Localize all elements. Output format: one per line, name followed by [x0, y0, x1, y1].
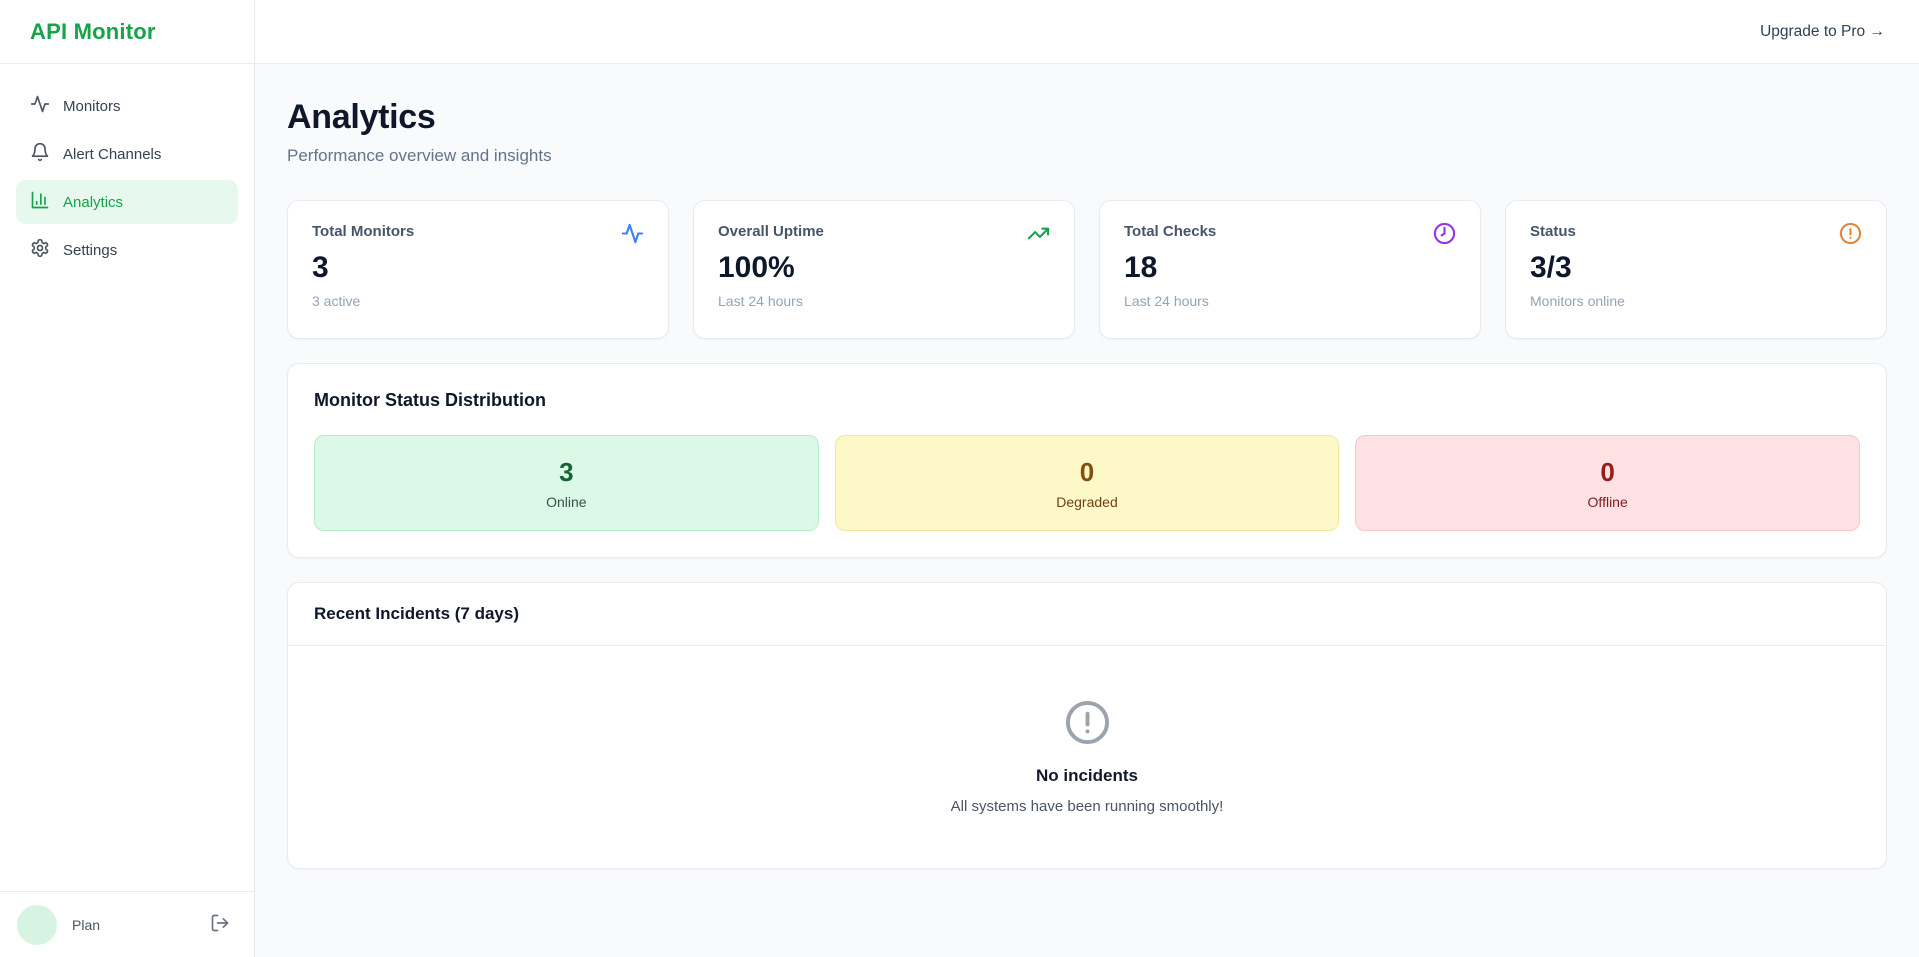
stat-sub: Last 24 hours — [1124, 293, 1209, 309]
sidebar-nav: Monitors Alert Channels Analytics Settin… — [0, 64, 254, 272]
stat-label: Total Monitors — [312, 223, 415, 240]
sidebar-item-alert-channels[interactable]: Alert Channels — [16, 132, 238, 176]
activity-icon — [621, 222, 644, 250]
stat-sub: 3 active — [312, 293, 361, 309]
stat-value: 3/3 — [1530, 251, 1572, 284]
stat-card-total-checks: Total Checks 18 Last 24 hours — [1099, 200, 1481, 339]
status-box-online: 3 Online — [314, 435, 819, 531]
stat-sub: Monitors online — [1530, 293, 1625, 309]
incidents-header: Recent Incidents (7 days) — [288, 583, 1886, 646]
offline-count: 0 — [1600, 456, 1615, 487]
trending-up-icon — [1027, 222, 1050, 250]
sidebar-footer: Plan — [0, 891, 254, 957]
stat-label: Overall Uptime — [718, 223, 824, 240]
monitor-status-distribution-panel: Monitor Status Distribution 3 Online 0 D… — [287, 363, 1887, 558]
sidebar-item-monitors[interactable]: Monitors — [16, 84, 238, 128]
empty-state-message: All systems have been running smoothly! — [950, 798, 1224, 815]
alert-circle-icon — [1839, 222, 1862, 250]
app-title: API Monitor — [30, 18, 156, 44]
sidebar-item-label: Analytics — [63, 193, 124, 211]
incidents-title: Recent Incidents (7 days) — [314, 604, 520, 623]
recent-incidents-panel: Recent Incidents (7 days) No incidents A… — [287, 582, 1887, 869]
logout-button[interactable] — [210, 913, 230, 936]
content: Analytics Performance overview and insig… — [255, 64, 1919, 957]
clock-icon — [1433, 222, 1456, 250]
incidents-empty-state: No incidents All systems have been runni… — [288, 646, 1886, 868]
sidebar: API Monitor Monitors Alert Channels Anal… — [0, 0, 255, 957]
log-out-icon — [210, 913, 230, 936]
online-count: 3 — [559, 456, 574, 487]
alert-circle-icon — [1064, 699, 1111, 751]
page-subtitle: Performance overview and insights — [287, 146, 552, 165]
empty-state-title: No incidents — [1035, 766, 1138, 785]
sidebar-item-analytics[interactable]: Analytics — [16, 180, 238, 224]
bell-icon — [30, 142, 50, 166]
distribution-title: Monitor Status Distribution — [314, 390, 546, 410]
page-title: Analytics — [287, 98, 436, 136]
stat-value: 18 — [1124, 251, 1158, 284]
upgrade-to-pro-link[interactable]: Upgrade to Pro → — [1760, 22, 1885, 40]
sidebar-item-label: Monitors — [63, 97, 121, 115]
offline-label: Offline — [1587, 493, 1628, 510]
stat-label: Status — [1530, 223, 1576, 240]
activity-icon — [30, 94, 50, 118]
stat-value: 3 — [312, 251, 329, 284]
stat-card-status: Status 3/3 Monitors online — [1505, 200, 1887, 339]
stat-sub: Last 24 hours — [718, 293, 803, 309]
stats-grid: Total Monitors 3 3 active Overall Uptime… — [287, 200, 1887, 339]
plan-label: Plan — [72, 916, 101, 933]
online-label: Online — [546, 493, 587, 510]
status-box-offline: 0 Offline — [1355, 435, 1860, 531]
stat-value: 100% — [718, 251, 795, 284]
degraded-label: Degraded — [1056, 493, 1118, 510]
main-area: Upgrade to Pro → Analytics Performance o… — [255, 0, 1919, 957]
bar-chart-icon — [30, 190, 50, 214]
sidebar-item-label: Alert Channels — [63, 145, 162, 163]
stat-label: Total Checks — [1124, 223, 1217, 240]
degraded-count: 0 — [1079, 456, 1095, 487]
top-bar: Upgrade to Pro → — [255, 0, 1919, 64]
sidebar-item-label: Settings — [63, 241, 118, 259]
avatar — [17, 904, 57, 945]
sidebar-item-settings[interactable]: Settings — [16, 228, 238, 272]
distribution-grid: 3 Online 0 Degraded 0 Offline — [314, 435, 1860, 531]
status-box-degraded: 0 Degraded — [834, 435, 1340, 531]
gear-icon — [30, 238, 50, 262]
stat-card-overall-uptime: Overall Uptime 100% Last 24 hours — [693, 200, 1075, 339]
app-logo: API Monitor — [0, 0, 254, 64]
stat-card-total-monitors: Total Monitors 3 3 active — [287, 200, 669, 339]
